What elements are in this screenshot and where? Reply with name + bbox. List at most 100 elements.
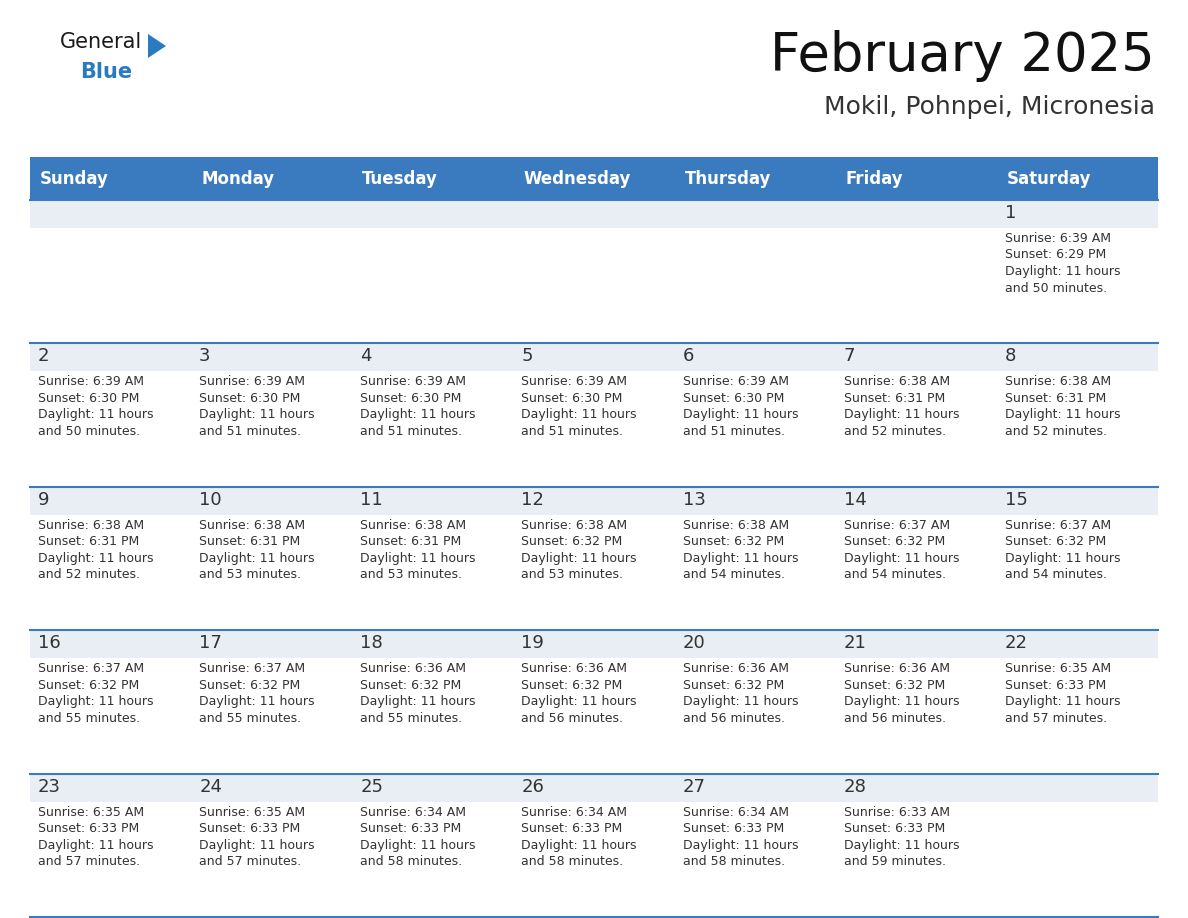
Bar	[353, 200, 513, 228]
Bar	[191, 774, 353, 917]
Text: Sunrise: 6:36 AM: Sunrise: 6:36 AM	[522, 662, 627, 676]
Bar	[191, 200, 353, 343]
Text: Sunset: 6:30 PM: Sunset: 6:30 PM	[522, 392, 623, 405]
Text: Sunrise: 6:39 AM: Sunrise: 6:39 AM	[1005, 232, 1111, 245]
Bar	[513, 487, 675, 515]
Text: Daylight: 11 hours: Daylight: 11 hours	[522, 839, 637, 852]
Text: 27: 27	[683, 778, 706, 796]
Text: 20: 20	[683, 634, 706, 652]
Text: 26: 26	[522, 778, 544, 796]
Bar	[835, 343, 997, 487]
Text: Sunrise: 6:39 AM: Sunrise: 6:39 AM	[200, 375, 305, 388]
Text: Daylight: 11 hours: Daylight: 11 hours	[683, 695, 798, 708]
Bar	[997, 774, 1158, 917]
Text: Sunset: 6:31 PM: Sunset: 6:31 PM	[843, 392, 944, 405]
Text: 4: 4	[360, 347, 372, 365]
Text: Saturday: Saturday	[1007, 170, 1092, 187]
Bar	[30, 343, 191, 487]
Bar	[835, 487, 997, 515]
Bar	[191, 343, 353, 487]
Text: and 51 minutes.: and 51 minutes.	[683, 425, 784, 438]
Text: and 53 minutes.: and 53 minutes.	[200, 568, 301, 581]
Text: Sunrise: 6:38 AM: Sunrise: 6:38 AM	[360, 519, 467, 532]
Text: Daylight: 11 hours: Daylight: 11 hours	[38, 552, 153, 565]
Text: 22: 22	[1005, 634, 1028, 652]
Text: and 56 minutes.: and 56 minutes.	[843, 711, 946, 724]
Bar	[30, 343, 191, 372]
Text: 6: 6	[683, 347, 694, 365]
Text: Sunrise: 6:38 AM: Sunrise: 6:38 AM	[683, 519, 789, 532]
Bar	[835, 630, 997, 658]
Text: 17: 17	[200, 634, 222, 652]
Text: and 52 minutes.: and 52 minutes.	[38, 568, 140, 581]
Text: Wednesday: Wednesday	[524, 170, 631, 187]
Text: Daylight: 11 hours: Daylight: 11 hours	[1005, 265, 1120, 278]
Bar	[835, 630, 997, 774]
Text: Tuesday: Tuesday	[362, 170, 438, 187]
Text: Sunday: Sunday	[40, 170, 109, 187]
Text: Sunrise: 6:34 AM: Sunrise: 6:34 AM	[360, 806, 466, 819]
Text: Sunrise: 6:38 AM: Sunrise: 6:38 AM	[38, 519, 144, 532]
Text: Monday: Monday	[201, 170, 274, 187]
Text: 8: 8	[1005, 347, 1016, 365]
Text: 7: 7	[843, 347, 855, 365]
Text: 24: 24	[200, 778, 222, 796]
Text: Mokil, Pohnpei, Micronesia: Mokil, Pohnpei, Micronesia	[824, 95, 1155, 119]
Bar	[835, 343, 997, 372]
Bar	[353, 487, 513, 515]
Text: Daylight: 11 hours: Daylight: 11 hours	[843, 552, 959, 565]
Text: Daylight: 11 hours: Daylight: 11 hours	[38, 409, 153, 421]
Bar	[191, 487, 353, 515]
Text: Sunset: 6:32 PM: Sunset: 6:32 PM	[200, 678, 301, 691]
Text: Daylight: 11 hours: Daylight: 11 hours	[200, 552, 315, 565]
Text: Daylight: 11 hours: Daylight: 11 hours	[843, 839, 959, 852]
Text: Sunset: 6:33 PM: Sunset: 6:33 PM	[522, 823, 623, 835]
Text: Daylight: 11 hours: Daylight: 11 hours	[360, 839, 475, 852]
Text: and 53 minutes.: and 53 minutes.	[522, 568, 624, 581]
Text: Sunset: 6:32 PM: Sunset: 6:32 PM	[843, 678, 944, 691]
Text: and 54 minutes.: and 54 minutes.	[683, 568, 784, 581]
Text: Daylight: 11 hours: Daylight: 11 hours	[843, 695, 959, 708]
Text: and 58 minutes.: and 58 minutes.	[522, 855, 624, 868]
Text: Sunset: 6:32 PM: Sunset: 6:32 PM	[683, 678, 784, 691]
Text: Daylight: 11 hours: Daylight: 11 hours	[522, 695, 637, 708]
Text: Sunrise: 6:38 AM: Sunrise: 6:38 AM	[1005, 375, 1111, 388]
Bar	[835, 774, 997, 917]
Bar	[353, 200, 513, 343]
Bar	[353, 774, 513, 917]
Text: 15: 15	[1005, 491, 1028, 509]
Text: Daylight: 11 hours: Daylight: 11 hours	[360, 695, 475, 708]
Text: and 58 minutes.: and 58 minutes.	[683, 855, 785, 868]
Bar	[997, 343, 1158, 487]
Text: Sunrise: 6:36 AM: Sunrise: 6:36 AM	[360, 662, 466, 676]
Text: Sunset: 6:32 PM: Sunset: 6:32 PM	[1005, 535, 1106, 548]
Text: Daylight: 11 hours: Daylight: 11 hours	[360, 552, 475, 565]
Text: Sunrise: 6:36 AM: Sunrise: 6:36 AM	[843, 662, 949, 676]
Text: Sunrise: 6:39 AM: Sunrise: 6:39 AM	[38, 375, 144, 388]
Text: Sunset: 6:30 PM: Sunset: 6:30 PM	[360, 392, 462, 405]
Text: Sunset: 6:31 PM: Sunset: 6:31 PM	[1005, 392, 1106, 405]
Text: Sunrise: 6:38 AM: Sunrise: 6:38 AM	[200, 519, 305, 532]
Text: Daylight: 11 hours: Daylight: 11 hours	[200, 409, 315, 421]
Text: and 50 minutes.: and 50 minutes.	[38, 425, 140, 438]
Text: Daylight: 11 hours: Daylight: 11 hours	[38, 839, 153, 852]
Text: 25: 25	[360, 778, 384, 796]
Bar	[675, 343, 835, 372]
Text: Sunset: 6:33 PM: Sunset: 6:33 PM	[843, 823, 944, 835]
Text: Friday: Friday	[846, 170, 903, 187]
Bar	[513, 487, 675, 630]
Bar	[30, 487, 191, 515]
Text: and 57 minutes.: and 57 minutes.	[38, 855, 140, 868]
Text: and 51 minutes.: and 51 minutes.	[360, 425, 462, 438]
Bar	[191, 630, 353, 774]
Text: Sunrise: 6:35 AM: Sunrise: 6:35 AM	[1005, 662, 1111, 676]
Bar	[675, 774, 835, 917]
Bar	[835, 157, 997, 200]
Text: and 56 minutes.: and 56 minutes.	[683, 711, 784, 724]
Bar	[835, 200, 997, 228]
Text: Sunrise: 6:34 AM: Sunrise: 6:34 AM	[683, 806, 789, 819]
Bar	[30, 774, 191, 801]
Bar	[513, 774, 675, 917]
Text: 18: 18	[360, 634, 383, 652]
Text: and 57 minutes.: and 57 minutes.	[200, 855, 302, 868]
